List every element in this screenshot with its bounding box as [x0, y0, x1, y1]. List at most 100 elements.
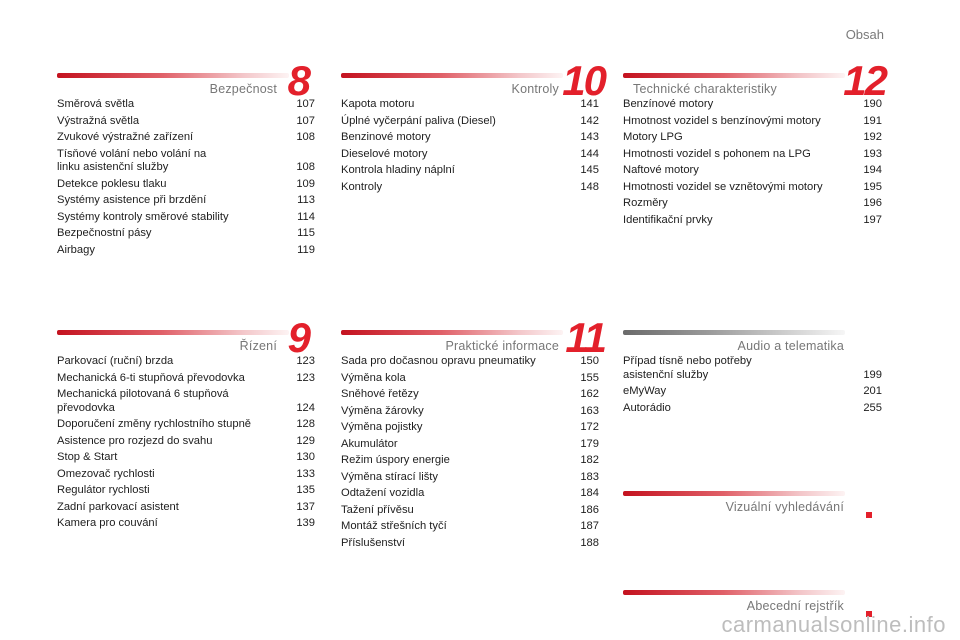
toc-entry-title: Sada pro dočasnou opravu pneumatiky — [341, 355, 536, 367]
toc-entry-title: Systémy kontroly směrové stability — [57, 210, 229, 223]
toc-entry[interactable]: Detekce poklesu tlaku 109 — [57, 178, 315, 192]
toc-entry[interactable]: Montáž střešních tyčí 187 — [341, 520, 599, 534]
toc-entry-page: 123 — [296, 371, 315, 384]
toc-entry[interactable]: Hmotnost vozidel s benzínovými motory 191 — [623, 115, 882, 129]
toc-entry[interactable]: Stop & Start 130 — [57, 451, 315, 465]
section-title[interactable]: Praktické informace — [445, 339, 559, 353]
toc-entry-title: Tažení přívěsu — [341, 503, 414, 516]
toc-entry[interactable]: Výměna pojistky 172 — [341, 421, 599, 435]
toc-entry[interactable]: Parkovací (ruční) brzda 123 — [57, 355, 315, 369]
toc-entry-title: Identifikační prvky — [623, 213, 713, 226]
toc-entry-page: 115 — [297, 227, 315, 239]
section-number[interactable]: 12 — [843, 57, 888, 104]
toc-entry[interactable]: Zvukové výstražné zařízení 108 — [57, 131, 315, 145]
section-title[interactable]: Abecední rejstřík — [746, 599, 844, 613]
toc-entry[interactable]: Výměna kola 155 — [341, 372, 599, 386]
section-title[interactable]: Technické charakteristiky — [633, 82, 777, 96]
toc-entry[interactable]: Asistence pro rozjezd do svahu 129 — [57, 435, 315, 449]
toc-entry[interactable]: Sada pro dočasnou opravu pneumatiky 150 — [341, 355, 599, 369]
section-divider — [623, 73, 845, 78]
toc-entry[interactable]: Mechanická pilotovaná 6 stupňová převodo… — [57, 388, 315, 415]
toc-entry[interactable]: Rozměry 196 — [623, 197, 882, 211]
toc-entry[interactable]: Zadní parkovací asistent 137 — [57, 501, 315, 515]
toc-entry[interactable]: Odtažení vozidla 184 — [341, 487, 599, 501]
toc-entry-title: Kamera pro couvání — [57, 517, 158, 529]
toc-list: Kapota motoru 141 Úplné vyčerpání paliva (… — [341, 98, 599, 197]
toc-entry[interactable]: Omezovač rychlosti 133 — [57, 468, 315, 482]
toc-entry[interactable]: Naftové motory 194 — [623, 164, 882, 178]
section-number[interactable]: 8 — [287, 57, 311, 104]
toc-entry-title: Režim úspory energie — [341, 454, 450, 466]
section-title[interactable]: Bezpečnost — [209, 82, 277, 96]
section-divider — [341, 330, 563, 335]
toc-entry[interactable]: Akumulátor 179 — [341, 438, 599, 452]
toc-entry[interactable]: Kontroly 148 — [341, 181, 599, 195]
toc-entry-page: 114 — [297, 210, 315, 223]
toc-entry-page: 172 — [580, 421, 599, 433]
section-number[interactable]: 11 — [565, 314, 607, 361]
toc-entry-title: Výměna pojistky — [341, 421, 423, 433]
toc-entry-page: 133 — [296, 467, 315, 480]
toc-entry-title: Sněhové řetězy — [341, 388, 419, 400]
toc-entry[interactable]: Dieselové motory 144 — [341, 148, 599, 162]
toc-entry-page: 155 — [580, 371, 599, 384]
section-title[interactable]: Audio a telematika — [737, 339, 844, 353]
toc-entry-title: Zvukové výstražné zařízení — [57, 131, 194, 143]
toc-entry[interactable]: Identifikační prvky 197 — [623, 214, 882, 228]
toc-entry[interactable]: Bezpečnostní pásy 115 — [57, 227, 315, 241]
toc-entry[interactable]: Doporučení změny rychlostního stupně 128 — [57, 418, 315, 432]
section-number[interactable]: 9 — [287, 314, 311, 361]
toc-entry[interactable]: Hmotnosti vozidel s pohonem na LPG 193 — [623, 148, 882, 162]
section-marker — [866, 512, 872, 518]
toc-entry[interactable]: Režim úspory energie 182 — [341, 454, 599, 468]
toc-entry[interactable]: Mechanická 6-ti stupňová převodovka 123 — [57, 372, 315, 386]
toc-entry[interactable]: Kamera pro couvání 139 — [57, 517, 315, 531]
toc-entry[interactable]: Příslušenství 188 — [341, 537, 599, 551]
toc-entry-title: Kontrola hladiny náplní — [341, 164, 455, 176]
toc-entry[interactable]: Hmotnosti vozidel se vznětovými motory 19… — [623, 181, 882, 195]
toc-entry-page: 145 — [580, 164, 599, 176]
section-divider — [341, 73, 563, 78]
toc-entry[interactable]: Případ tísně nebo potřeby asistenční slu… — [623, 355, 882, 382]
toc-list: Případ tísně nebo potřeby asistenční slu… — [623, 355, 882, 418]
toc-entry-title: Kapota motoru — [341, 98, 415, 110]
toc-entry-title: Hmotnosti vozidel se vznětovými motory — [623, 180, 823, 193]
toc-entry[interactable]: Tažení přívěsu 186 — [341, 504, 599, 518]
toc-entry-title: Regulátor rychlosti — [57, 484, 150, 496]
toc-entry[interactable]: Výměna stírací lišty 183 — [341, 471, 599, 485]
section-divider — [623, 590, 845, 595]
toc-entry-title: eMyWay — [623, 385, 667, 397]
toc-entry[interactable]: Sněhové řetězy 162 — [341, 388, 599, 402]
toc-entry[interactable]: Výměna žárovky 163 — [341, 405, 599, 419]
toc-entry-title: Mechanická pilotovaná 6 stupňová převodo… — [57, 388, 229, 414]
toc-entry[interactable]: Regulátor rychlosti 135 — [57, 484, 315, 498]
section-divider — [623, 330, 845, 335]
toc-entry[interactable]: Benzínové motory 190 — [623, 98, 882, 112]
toc-entry[interactable]: Autorádio 255 — [623, 402, 882, 416]
toc-entry[interactable]: Airbagy 119 — [57, 244, 315, 258]
toc-entry-title: Parkovací (ruční) brzda — [57, 355, 174, 367]
toc-entry-page: 186 — [580, 503, 599, 516]
toc-list: Parkovací (ruční) brzda 123 Mechanická 6-t… — [57, 355, 315, 534]
toc-entry-page: 193 — [863, 147, 882, 160]
section-number[interactable]: 10 — [562, 57, 607, 104]
toc-entry[interactable]: Systémy kontroly směrové stability 114 — [57, 211, 315, 225]
toc-entry[interactable]: eMyWay 201 — [623, 385, 882, 399]
toc-entry[interactable]: Směrová světla 107 — [57, 98, 315, 112]
section-title[interactable]: Vizuální vyhledávání — [725, 500, 844, 514]
toc-entry[interactable]: Výstražná světla 107 — [57, 115, 315, 129]
toc-entry[interactable]: Kontrola hladiny náplní 145 — [341, 164, 599, 178]
toc-entry-page: 179 — [580, 437, 599, 450]
toc-entry[interactable]: Systémy asistence při brzdění 113 — [57, 194, 315, 208]
toc-entry-title: Benzínové motory — [623, 98, 714, 110]
toc-entry[interactable]: Úplné vyčerpání paliva (Diesel) 142 — [341, 115, 599, 129]
section-title[interactable]: Řízení — [239, 339, 277, 353]
toc-entry[interactable]: Benzinové motory 143 — [341, 131, 599, 145]
toc-entry[interactable]: Kapota motoru 141 — [341, 98, 599, 112]
section-title[interactable]: Kontroly — [511, 82, 559, 96]
toc-entry-page: 107 — [296, 98, 315, 110]
toc-entry[interactable]: Tísňové volání nebo volání na linku asis… — [57, 148, 315, 175]
toc-entry-title: Omezovač rychlosti — [57, 467, 155, 480]
toc-entry-page: 188 — [580, 536, 599, 549]
toc-entry[interactable]: Motory LPG 192 — [623, 131, 882, 145]
